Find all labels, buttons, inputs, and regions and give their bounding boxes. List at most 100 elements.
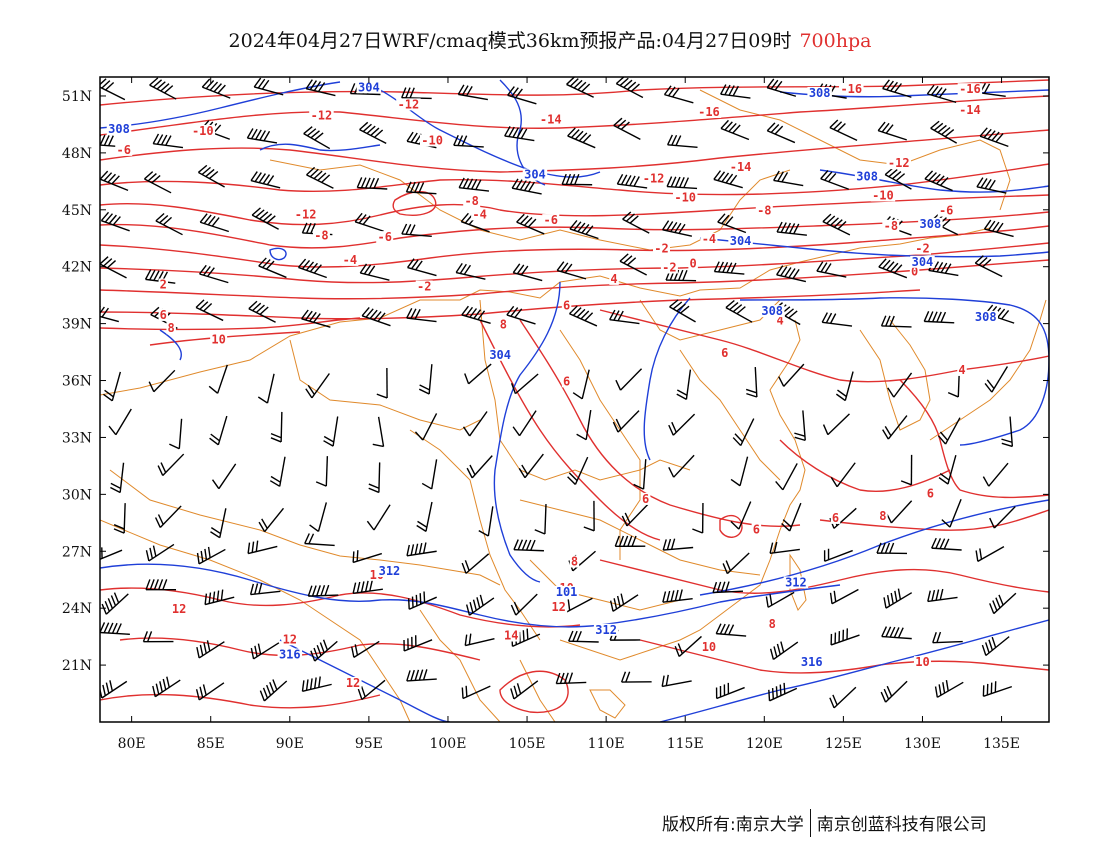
wind-barb-flag <box>473 309 482 319</box>
wind-barb-flag <box>829 119 839 129</box>
wind-barb-flag <box>726 262 733 273</box>
contour-label: 304 <box>489 348 511 362</box>
lat-tick-label: 36N <box>62 374 92 390</box>
province-e <box>529 559 681 611</box>
wind-barb-flag <box>666 134 673 146</box>
wind-barb-shaft <box>662 680 692 688</box>
wind-barb-shaft <box>462 685 491 700</box>
wind-barb-flag <box>200 550 204 562</box>
wind-barb-flag <box>885 626 892 638</box>
wind-barb-flag <box>113 528 125 534</box>
wind-barb-flag <box>305 388 313 399</box>
contour-label: -14 <box>959 103 981 117</box>
wind-barb-flag <box>880 542 886 554</box>
wind-barb-flag <box>665 674 669 686</box>
wind-barb-flag <box>774 125 784 135</box>
wind-barb-flag <box>555 672 561 684</box>
wind-barb-flag <box>262 687 269 699</box>
copyright-right: 南京创蓝科技有限公司 <box>816 815 987 835</box>
wind-barb-flag <box>90 305 96 314</box>
wind-barb-flag <box>935 589 940 601</box>
contour-label: -10 <box>192 124 214 138</box>
wind-barb-shaft <box>881 325 912 328</box>
wind-barb-flag <box>207 267 215 277</box>
wind-barb-shaft <box>453 144 484 148</box>
wind-barb-shaft <box>406 550 437 557</box>
wind-barb-flag <box>369 580 373 592</box>
wind-barb-flag <box>106 260 117 269</box>
contour-label: -8 <box>884 219 898 233</box>
wind-barb-shaft <box>754 366 758 398</box>
wind-barb-flag <box>365 308 374 318</box>
wind-barb-shaft <box>979 135 1009 148</box>
wind-barb-flag <box>581 83 591 93</box>
wind-barb-shaft <box>893 372 913 398</box>
wind-barb-flag <box>984 178 992 189</box>
contour-label: 4 <box>610 272 617 286</box>
label-knockout <box>309 109 334 122</box>
wind-barb-shaft <box>100 178 129 192</box>
wind-barb-flag <box>309 678 313 690</box>
label-knockout <box>886 157 911 170</box>
wind-barb-flag <box>405 87 411 99</box>
wind-barb-shaft <box>359 129 387 145</box>
wind-barb-flag <box>305 222 312 234</box>
wind-barb-flag <box>773 541 778 553</box>
wind-barb-flag <box>943 538 950 550</box>
wind-barb-shaft <box>617 410 640 433</box>
lon-tick-label: 95E <box>355 736 383 752</box>
wind-barb-shaft <box>250 590 281 596</box>
wind-barb-flag <box>780 222 787 233</box>
wind-barb-flag <box>208 385 219 394</box>
wind-barb-shaft <box>216 364 228 394</box>
wind-barb-flag <box>585 225 594 235</box>
wind-barb-flag <box>882 79 890 89</box>
wind-barb-flag <box>510 688 515 700</box>
wind-barb-flag <box>457 84 465 95</box>
wind-barb-flag <box>206 640 211 652</box>
wind-barb-flag <box>623 255 633 264</box>
wind-barb-shaft <box>148 543 175 562</box>
wind-barb-flag <box>794 436 806 442</box>
label-knockout <box>471 208 489 221</box>
wind-barb-shaft <box>974 262 1003 278</box>
wind-barb-flag <box>160 83 170 92</box>
wind-barb-shaft <box>314 640 338 662</box>
wind-barb-flag <box>199 301 209 310</box>
wind-barb-flag <box>932 261 940 272</box>
wind-barb-flag <box>305 261 315 271</box>
wind-barb-flag <box>996 222 1004 233</box>
wind-barb-shaft <box>927 596 958 603</box>
wind-barb-flag <box>833 219 843 228</box>
wind-barb-shaft <box>993 506 1016 529</box>
wind-barb-flag <box>156 81 166 90</box>
copyright-footer: 版权所有:南京大学 南京创蓝科技有限公司 <box>662 809 987 839</box>
wind-barb-flag <box>530 539 536 551</box>
wind-barb-flag <box>419 384 430 391</box>
contour-label: 4 <box>958 363 965 377</box>
wind-barb-flag <box>939 538 946 549</box>
wind-barb-flag <box>886 80 894 91</box>
height-contour <box>100 563 841 628</box>
wind-barb-flag <box>510 383 517 394</box>
wind-barb-shaft <box>931 547 962 551</box>
wind-barb-flag <box>209 81 219 91</box>
contour-label: -2 <box>662 261 676 275</box>
label-knockout <box>913 242 931 255</box>
contour-label: -10 <box>674 190 696 204</box>
wind-barb-flag <box>313 313 321 323</box>
label-knockout <box>913 656 931 669</box>
label-knockout <box>170 602 188 615</box>
wind-barb-flag <box>250 128 258 140</box>
wind-barb-flag <box>788 310 798 319</box>
wind-barb-shaft <box>512 187 542 195</box>
wind-barb-flag <box>625 671 631 683</box>
wind-barb-flag <box>406 544 410 556</box>
wind-barb-flag <box>676 393 687 400</box>
wind-barb-flag <box>372 443 384 448</box>
wind-barb-flag <box>110 486 121 494</box>
wind-barb-flag <box>776 221 783 233</box>
wind-barb-flag <box>409 87 415 99</box>
wind-barb-shaft <box>822 221 851 236</box>
wind-barb-flag <box>262 213 273 222</box>
